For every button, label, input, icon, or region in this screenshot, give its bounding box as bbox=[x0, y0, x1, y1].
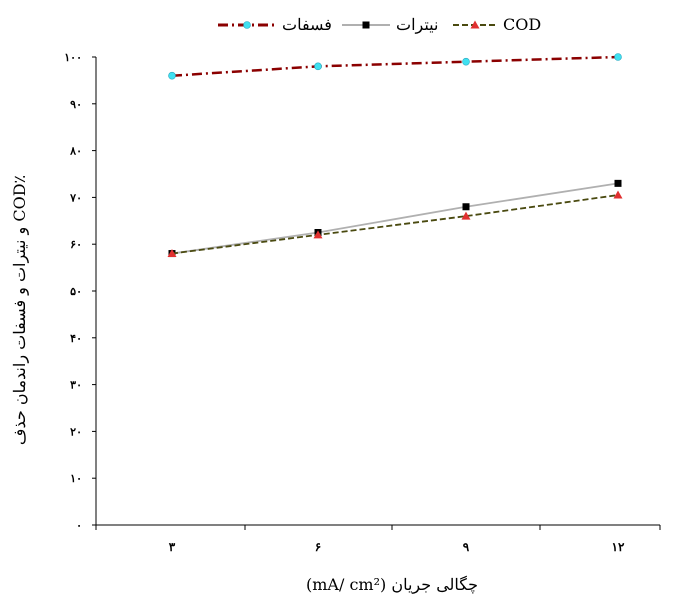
data-point bbox=[314, 62, 322, 71]
y-tick-label: ۱۰۰ bbox=[64, 51, 82, 64]
series-line bbox=[171, 194, 619, 255]
data-point bbox=[614, 53, 622, 61]
axes: ۰ ۱۰ ۲۰ ۳۰ ۴۰ ۵۰ ۶۰ ۷۰ ۸۰ ۹۰ ۱۰۰ ۳ ۶ ۹ ۱۲ bbox=[64, 51, 661, 554]
y-tick-label: ۳۰ bbox=[70, 379, 82, 392]
data-point bbox=[614, 179, 622, 187]
x-axis-title: چگالی جریان (mA/ cm²) bbox=[306, 575, 478, 594]
legend-marker bbox=[362, 21, 370, 29]
data-point bbox=[462, 203, 470, 211]
legend-entry: نیترات bbox=[342, 15, 438, 34]
y-axis-title: ٪COD و نیترات و فسفات راندمان حذف bbox=[10, 175, 29, 445]
series-layer bbox=[167, 53, 623, 258]
y-tick-label: ۶۰ bbox=[70, 238, 82, 251]
data-point bbox=[313, 230, 323, 239]
legend-label: COD bbox=[503, 15, 541, 34]
y-tick-label: ۱۰ bbox=[70, 472, 82, 485]
legend-marker bbox=[243, 21, 251, 29]
data-point bbox=[167, 249, 177, 258]
x-tick-label: ۱۲ bbox=[612, 540, 625, 554]
legend-entry: فسفات bbox=[218, 15, 332, 34]
y-tick-label: ۸۰ bbox=[69, 145, 82, 158]
legend-label: نیترات bbox=[396, 15, 438, 34]
series-line bbox=[171, 182, 619, 255]
legend: فسفات نیترات COD bbox=[218, 15, 541, 34]
x-tick-label: ۹ bbox=[463, 540, 470, 554]
y-tick-label: ۵۰ bbox=[70, 285, 82, 298]
x-tick-label: ۶ bbox=[315, 540, 321, 554]
x-tick-label: ۳ bbox=[169, 540, 176, 554]
data-point bbox=[613, 190, 623, 199]
y-tick-label: ۷۰ bbox=[69, 191, 82, 204]
y-tick-label: ۴۰ bbox=[70, 332, 82, 345]
y-tick-label: ۲۰ bbox=[70, 425, 82, 438]
data-point bbox=[461, 211, 471, 220]
data-point bbox=[168, 71, 176, 80]
legend-label: فسفات bbox=[282, 15, 332, 34]
legend-entry: COD bbox=[453, 15, 541, 34]
series-1 bbox=[168, 53, 622, 80]
data-point bbox=[462, 57, 470, 66]
series-line bbox=[171, 55, 619, 77]
series-3 bbox=[167, 190, 623, 258]
y-tick-label: ۹۰ bbox=[70, 98, 82, 111]
y-tick-label: ۰ bbox=[76, 519, 82, 532]
legend-marker bbox=[470, 20, 480, 29]
